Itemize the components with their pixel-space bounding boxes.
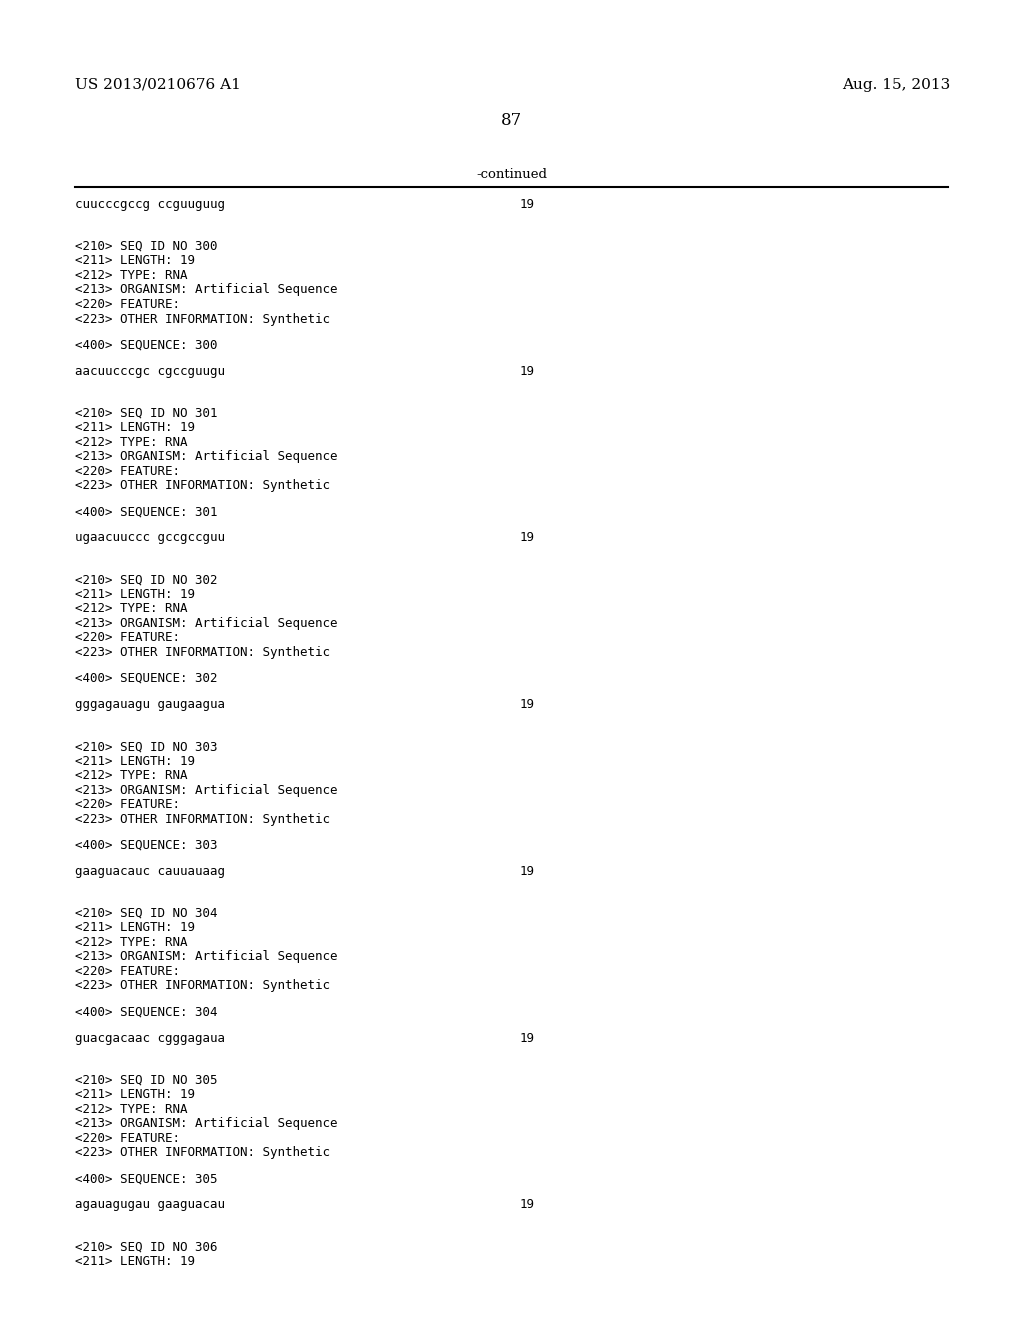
Text: <211> LENGTH: 19: <211> LENGTH: 19 [75, 755, 195, 768]
Text: <220> FEATURE:: <220> FEATURE: [75, 298, 180, 312]
Text: <211> LENGTH: 19: <211> LENGTH: 19 [75, 587, 195, 601]
Text: <210> SEQ ID NO 302: <210> SEQ ID NO 302 [75, 573, 217, 586]
Text: <211> LENGTH: 19: <211> LENGTH: 19 [75, 255, 195, 268]
Text: <212> TYPE: RNA: <212> TYPE: RNA [75, 770, 187, 781]
Text: gggagauagu gaugaagua: gggagauagu gaugaagua [75, 698, 225, 711]
Text: <400> SEQUENCE: 301: <400> SEQUENCE: 301 [75, 506, 217, 519]
Text: Aug. 15, 2013: Aug. 15, 2013 [842, 78, 950, 92]
Text: <223> OTHER INFORMATION: Synthetic: <223> OTHER INFORMATION: Synthetic [75, 313, 330, 326]
Text: <220> FEATURE:: <220> FEATURE: [75, 631, 180, 644]
Text: <212> TYPE: RNA: <212> TYPE: RNA [75, 436, 187, 449]
Text: guacgacaac cgggagaua: guacgacaac cgggagaua [75, 1031, 225, 1044]
Text: <213> ORGANISM: Artificial Sequence: <213> ORGANISM: Artificial Sequence [75, 616, 338, 630]
Text: <212> TYPE: RNA: <212> TYPE: RNA [75, 1102, 187, 1115]
Text: <210> SEQ ID NO 304: <210> SEQ ID NO 304 [75, 907, 217, 920]
Text: 87: 87 [502, 112, 522, 129]
Text: <223> OTHER INFORMATION: Synthetic: <223> OTHER INFORMATION: Synthetic [75, 479, 330, 492]
Text: <210> SEQ ID NO 303: <210> SEQ ID NO 303 [75, 741, 217, 754]
Text: <223> OTHER INFORMATION: Synthetic: <223> OTHER INFORMATION: Synthetic [75, 645, 330, 659]
Text: <223> OTHER INFORMATION: Synthetic: <223> OTHER INFORMATION: Synthetic [75, 813, 330, 825]
Text: 19: 19 [520, 198, 535, 211]
Text: <400> SEQUENCE: 305: <400> SEQUENCE: 305 [75, 1172, 217, 1185]
Text: <213> ORGANISM: Artificial Sequence: <213> ORGANISM: Artificial Sequence [75, 1117, 338, 1130]
Text: 19: 19 [520, 1199, 535, 1212]
Text: <400> SEQUENCE: 300: <400> SEQUENCE: 300 [75, 339, 217, 351]
Text: <400> SEQUENCE: 302: <400> SEQUENCE: 302 [75, 672, 217, 685]
Text: 19: 19 [520, 698, 535, 711]
Text: <210> SEQ ID NO 301: <210> SEQ ID NO 301 [75, 407, 217, 420]
Text: <213> ORGANISM: Artificial Sequence: <213> ORGANISM: Artificial Sequence [75, 784, 338, 796]
Text: <223> OTHER INFORMATION: Synthetic: <223> OTHER INFORMATION: Synthetic [75, 1146, 330, 1159]
Text: <220> FEATURE:: <220> FEATURE: [75, 1131, 180, 1144]
Text: <400> SEQUENCE: 303: <400> SEQUENCE: 303 [75, 838, 217, 851]
Text: <212> TYPE: RNA: <212> TYPE: RNA [75, 602, 187, 615]
Text: <211> LENGTH: 19: <211> LENGTH: 19 [75, 921, 195, 935]
Text: <213> ORGANISM: Artificial Sequence: <213> ORGANISM: Artificial Sequence [75, 284, 338, 297]
Text: <211> LENGTH: 19: <211> LENGTH: 19 [75, 1255, 195, 1267]
Text: <210> SEQ ID NO 306: <210> SEQ ID NO 306 [75, 1241, 217, 1253]
Text: 19: 19 [520, 532, 535, 544]
Text: 19: 19 [520, 364, 535, 378]
Text: <213> ORGANISM: Artificial Sequence: <213> ORGANISM: Artificial Sequence [75, 450, 338, 463]
Text: agauagugau gaaguacau: agauagugau gaaguacau [75, 1199, 225, 1212]
Text: <210> SEQ ID NO 300: <210> SEQ ID NO 300 [75, 240, 217, 253]
Text: <213> ORGANISM: Artificial Sequence: <213> ORGANISM: Artificial Sequence [75, 950, 338, 964]
Text: <220> FEATURE:: <220> FEATURE: [75, 965, 180, 978]
Text: US 2013/0210676 A1: US 2013/0210676 A1 [75, 78, 241, 92]
Text: aacuucccgc cgccguugu: aacuucccgc cgccguugu [75, 364, 225, 378]
Text: <400> SEQUENCE: 304: <400> SEQUENCE: 304 [75, 1006, 217, 1019]
Text: gaaguacauc cauuauaag: gaaguacauc cauuauaag [75, 865, 225, 878]
Text: -continued: -continued [476, 168, 548, 181]
Text: <210> SEQ ID NO 305: <210> SEQ ID NO 305 [75, 1073, 217, 1086]
Text: ugaacuuccc gccgccguu: ugaacuuccc gccgccguu [75, 532, 225, 544]
Text: <220> FEATURE:: <220> FEATURE: [75, 799, 180, 810]
Text: <212> TYPE: RNA: <212> TYPE: RNA [75, 936, 187, 949]
Text: cuucccgccg ccguuguug: cuucccgccg ccguuguug [75, 198, 225, 211]
Text: 19: 19 [520, 865, 535, 878]
Text: <212> TYPE: RNA: <212> TYPE: RNA [75, 269, 187, 282]
Text: <211> LENGTH: 19: <211> LENGTH: 19 [75, 421, 195, 434]
Text: <223> OTHER INFORMATION: Synthetic: <223> OTHER INFORMATION: Synthetic [75, 979, 330, 993]
Text: <211> LENGTH: 19: <211> LENGTH: 19 [75, 1088, 195, 1101]
Text: 19: 19 [520, 1031, 535, 1044]
Text: <220> FEATURE:: <220> FEATURE: [75, 465, 180, 478]
